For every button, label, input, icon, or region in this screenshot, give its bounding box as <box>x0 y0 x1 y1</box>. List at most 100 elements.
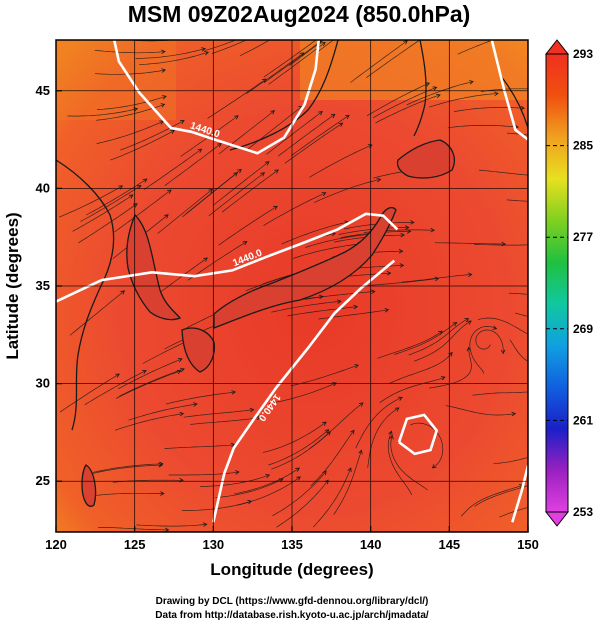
streamline <box>287 306 358 317</box>
streamline-arrowhead <box>161 68 167 73</box>
streamline-arrowhead <box>354 364 359 369</box>
streamline <box>428 93 499 108</box>
streamline-arrowhead <box>452 322 458 327</box>
colorbar-tick-label: 261 <box>573 413 593 427</box>
streamline-arrowhead <box>400 232 405 238</box>
streamline-arrowhead <box>177 358 183 363</box>
streamline <box>447 125 519 129</box>
streamline <box>183 409 254 418</box>
streamline <box>507 132 528 136</box>
streamline <box>350 40 408 83</box>
streamline-arrowhead <box>249 407 255 413</box>
streamline <box>234 467 300 495</box>
streamline <box>368 278 439 286</box>
streamline-arrowhead <box>260 172 266 177</box>
x-tick-label: 145 <box>438 537 460 552</box>
y-tick-label: 45 <box>36 83 50 98</box>
streamline-arrowhead <box>370 289 376 295</box>
streamline-arrowhead <box>435 93 441 99</box>
streamline-arrowhead <box>537 481 541 485</box>
wind-streamlines <box>59 40 544 532</box>
streamline <box>366 40 421 78</box>
streamline-arrowhead <box>166 189 172 194</box>
streamline <box>304 291 375 300</box>
streamline-arrowhead <box>388 430 393 436</box>
y-axis-ticks: 25 30 35 40 45 <box>36 83 62 488</box>
streamline-arrowhead <box>217 143 222 148</box>
colorbar-tick-label: 253 <box>573 505 593 519</box>
colorbar-tick-label: 269 <box>573 322 593 336</box>
colorbar-min-arrow <box>544 511 570 527</box>
streamline <box>389 352 453 384</box>
streamline <box>67 108 138 117</box>
streamline <box>291 115 350 156</box>
streamline <box>246 52 305 94</box>
streamline-arrowhead <box>410 220 415 225</box>
x-tick-label: 140 <box>360 537 382 552</box>
streamline <box>200 474 270 487</box>
streamline <box>94 49 165 54</box>
streamline <box>428 347 472 389</box>
streamline-arrowhead <box>347 467 352 473</box>
streamline-arrowhead <box>464 318 470 323</box>
streamline-arrowhead <box>318 111 323 116</box>
streamline <box>281 221 349 245</box>
streamline <box>401 274 472 283</box>
x-tick-label: 150 <box>517 537 539 552</box>
credit-drawing: Drawing by DCL (https://www.gfd-dennou.o… <box>156 596 429 607</box>
streamline <box>509 339 528 362</box>
streamline-arrowhead <box>202 522 208 527</box>
streamline-arrowhead <box>193 402 198 407</box>
streamline <box>114 189 172 233</box>
credit-data: Data from http://database.rish.kyoto-u.a… <box>155 610 429 621</box>
streamline <box>309 144 373 178</box>
streamline <box>180 115 239 157</box>
streamline-arrowhead <box>208 188 213 194</box>
streamline-arrowhead <box>270 110 275 115</box>
streamline <box>277 114 336 157</box>
streamline-arrowhead <box>394 407 400 412</box>
streamline <box>314 178 381 203</box>
streamline <box>136 523 207 527</box>
streamline <box>204 40 237 51</box>
streamline-arrowhead <box>358 402 364 407</box>
streamline <box>221 169 279 213</box>
streamline <box>469 326 497 374</box>
streamline <box>120 120 185 151</box>
streamline-arrowhead <box>353 304 359 310</box>
streamline-arrowhead <box>321 192 327 197</box>
streamline <box>387 431 413 496</box>
streamline <box>472 391 528 396</box>
streamline-arrowhead <box>350 429 355 435</box>
streamline-arrowhead <box>494 91 499 97</box>
streamline-arrowhead <box>384 307 390 313</box>
streamline <box>276 479 329 528</box>
streamline-arrowhead <box>431 464 437 469</box>
streamline-arrowhead <box>164 214 169 219</box>
chart-title: MSM 09Z02Aug2024 (850.0hPa) <box>128 1 471 27</box>
streamline <box>164 143 222 186</box>
streamline-arrowhead <box>332 382 338 387</box>
streamline <box>333 450 362 515</box>
streamline <box>317 40 334 53</box>
streamline <box>97 95 167 110</box>
streamline <box>406 81 474 106</box>
streamline <box>165 391 236 405</box>
streamline-arrowhead <box>162 95 167 100</box>
streamline-arrowhead <box>467 320 472 325</box>
streamline <box>168 471 239 476</box>
streamline <box>269 382 337 404</box>
streamline-arrowhead <box>322 421 327 426</box>
streamline-arrowhead <box>405 225 410 230</box>
contour-1440-line <box>112 40 320 155</box>
streamline-arrowhead <box>540 336 544 340</box>
streamline <box>239 40 271 57</box>
contour-1440-line <box>490 40 528 141</box>
streamline-arrowhead <box>170 129 176 134</box>
coastline-china <box>56 159 115 431</box>
streamline-arrowhead <box>180 367 185 373</box>
streamline <box>408 318 469 356</box>
streamline-arrowhead <box>398 248 404 254</box>
streamline <box>190 417 261 425</box>
